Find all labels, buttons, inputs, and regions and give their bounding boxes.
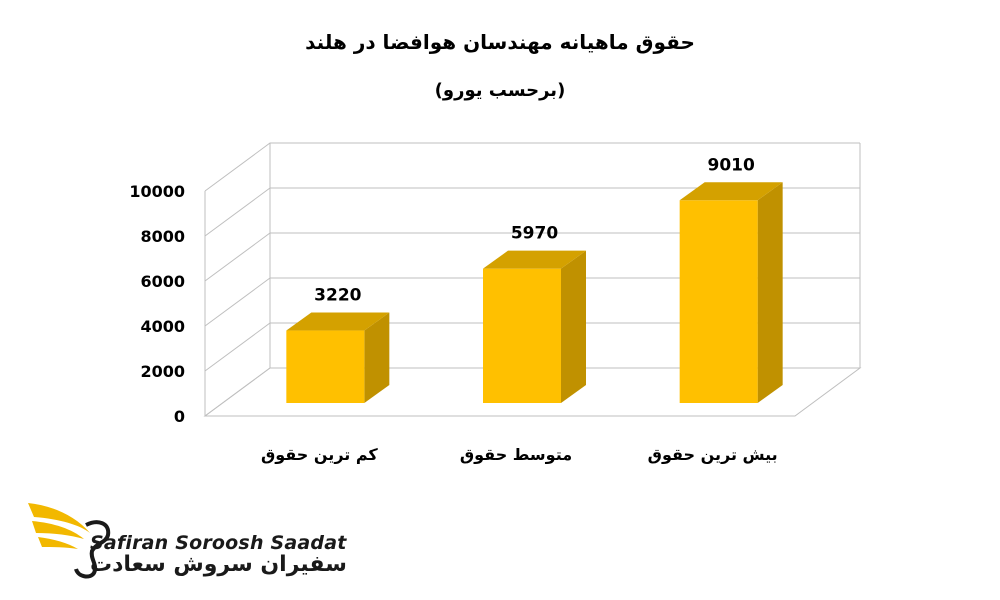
bar	[286, 330, 365, 403]
x-tick-label: بیش ترین حقوق	[648, 445, 778, 464]
brand-logo-icon	[28, 503, 111, 579]
y-tick-label: 6000	[140, 272, 185, 291]
bar	[679, 200, 758, 403]
y-tick-label: 2000	[140, 362, 185, 381]
data-label: 9010	[708, 155, 755, 175]
bar-side	[561, 250, 586, 403]
bar-side	[757, 182, 783, 403]
y-tick-label: 0	[174, 407, 185, 426]
chart-subtitle: (برحسب یورو)	[434, 80, 566, 101]
chart-title: حقوق ماهیانه مهندسان هوافضا در هلند	[305, 30, 695, 54]
x-tick-label: متوسط حقوق	[460, 445, 572, 464]
brand-name-en: Safiran Soroosh Saadat	[90, 532, 347, 554]
y-tick-label: 8000	[140, 227, 185, 246]
bar-top	[483, 250, 586, 269]
bar-top	[679, 182, 783, 201]
chart-floor	[203, 367, 862, 417]
bar-side	[364, 312, 390, 403]
y-tick-label: 4000	[140, 317, 185, 336]
data-label: 5970	[511, 224, 558, 244]
data-label: 3220	[314, 286, 361, 306]
bar	[483, 268, 561, 403]
x-tick-label: کم ترین حقوق	[261, 445, 378, 464]
brand-name-fa: سفیران سروش سعادت	[90, 552, 347, 577]
bar-top	[286, 312, 390, 331]
y-tick-label: 10000	[129, 182, 185, 201]
